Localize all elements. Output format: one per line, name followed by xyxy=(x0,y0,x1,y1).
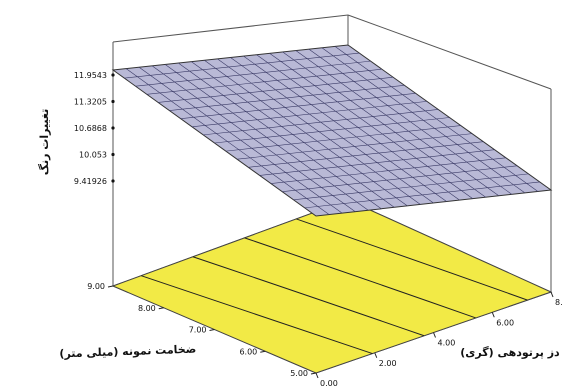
z-tick-mark xyxy=(111,73,115,77)
x-tick-label: 4.00 xyxy=(438,339,456,348)
y-tick-label: 5.00 xyxy=(290,369,308,378)
y-axis-title: ضخامت نمونه (میلی متر) xyxy=(59,343,196,361)
x-tick-label: 6.00 xyxy=(496,318,514,327)
z-tick-group: 11.9543 11.3205 10.6868 10.053 9.41926 xyxy=(74,71,115,186)
mesh-line xyxy=(321,47,526,194)
y-axis: 5.00 6.00 7.00 8.00 9.00 ضخامت نمونه (میلی م… xyxy=(59,282,317,378)
x-tick-mark xyxy=(315,372,319,379)
z-tick-mark xyxy=(111,179,115,183)
contour-line xyxy=(141,275,373,355)
contour-plane xyxy=(111,199,553,374)
x-tick-mark xyxy=(433,332,436,338)
x-tick-mark xyxy=(550,291,554,298)
x-tick-group: 0.00 2.00 4.00 6.00 8.00 xyxy=(315,291,563,388)
y-tick-label: 6.00 xyxy=(239,347,257,356)
z-tick-mark xyxy=(111,152,115,157)
z-axis-title: تغییرات رنگ xyxy=(37,109,51,176)
y-tick-mark xyxy=(107,285,114,288)
z-tick-label: 11.3205 xyxy=(74,98,107,107)
y-tick-group: 5.00 6.00 7.00 8.00 9.00 xyxy=(87,282,317,378)
y-tick-label: 8.00 xyxy=(138,304,156,313)
mesh-line xyxy=(282,165,518,192)
z-tick-label: 10.6868 xyxy=(74,124,107,133)
contour-line xyxy=(296,218,528,301)
x-tick-label: 8.00 xyxy=(555,298,563,307)
response-surface xyxy=(111,44,553,217)
z-tick-label: 9.41926 xyxy=(74,177,107,186)
mesh-line xyxy=(304,181,540,209)
x-tick-mark xyxy=(374,352,378,358)
box-edge xyxy=(112,14,349,43)
x-tick-label: 2.00 xyxy=(379,359,397,368)
mesh-line xyxy=(334,46,539,192)
z-tick-mark xyxy=(111,99,115,104)
z-tick-mark xyxy=(111,126,115,130)
y-tick-mark xyxy=(260,350,266,353)
x-axis-title: دز پرتودهی (گری) xyxy=(460,346,560,359)
contour-lines xyxy=(141,218,528,355)
x-tick-label: 0.00 xyxy=(320,379,338,388)
x-tick-mark xyxy=(491,312,495,318)
y-tick-label: 9.00 xyxy=(87,282,105,291)
y-tick-label: 7.00 xyxy=(189,326,207,335)
y-tick-mark xyxy=(209,329,215,331)
z-tick-label: 11.9543 xyxy=(74,71,107,80)
y-tick-mark xyxy=(310,372,317,375)
z-axis: 11.9543 11.3205 10.6868 10.053 9.41926 تغییر… xyxy=(37,71,115,186)
x-axis: 0.00 2.00 4.00 6.00 8.00 دز پرتودهی (گری) xyxy=(315,291,563,388)
mesh-line xyxy=(293,173,529,201)
y-tick-mark xyxy=(158,307,164,310)
z-tick-label: 10.053 xyxy=(79,151,107,160)
surface-mesh xyxy=(124,46,540,215)
contour-line xyxy=(244,237,476,319)
box-edge xyxy=(347,14,552,90)
contour-line xyxy=(192,256,425,337)
